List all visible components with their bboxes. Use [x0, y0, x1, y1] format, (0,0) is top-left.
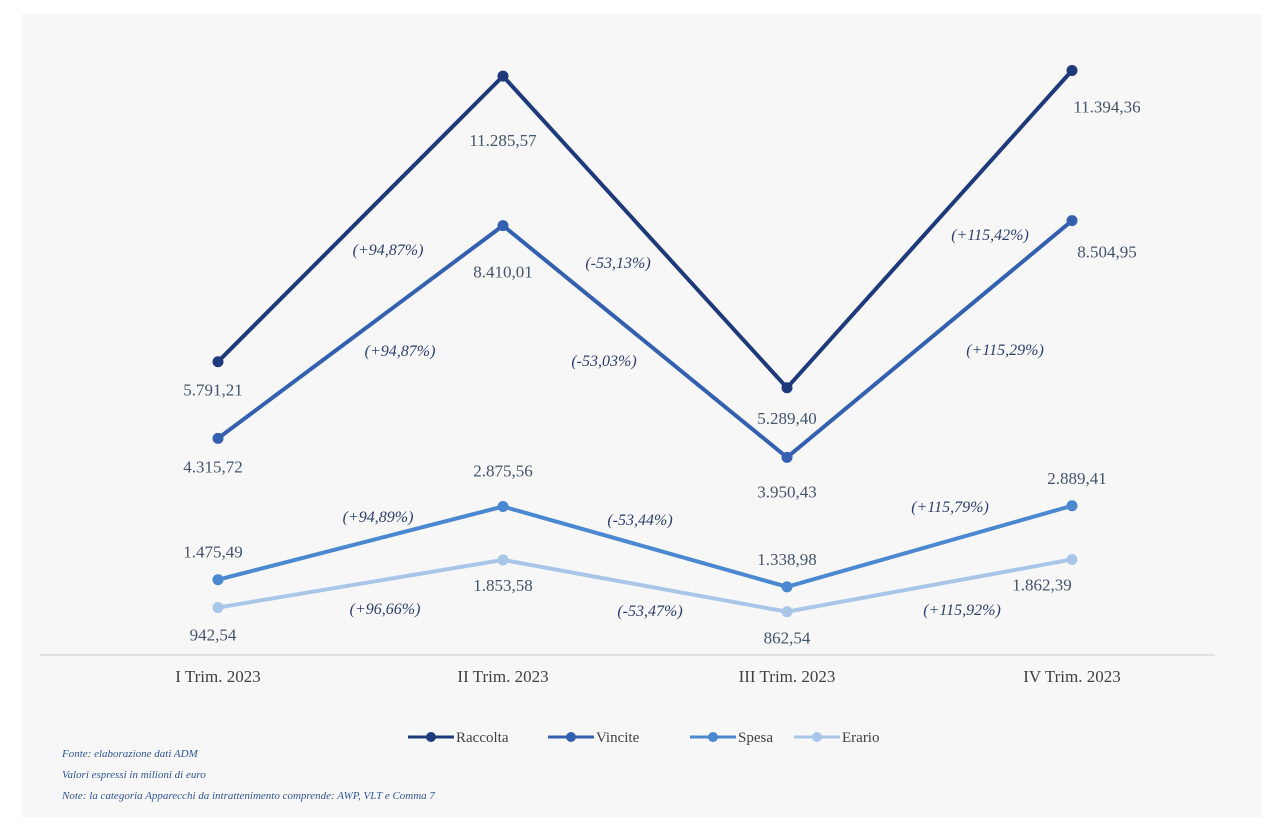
data-point-erario: [497, 554, 509, 566]
legend-label-raccolta: Raccolta: [456, 730, 509, 746]
note-units: Valori espressi in milioni di euro: [62, 769, 206, 781]
series-line-raccolta: [216, 69, 1074, 391]
x-tick-label: III Trim. 2023: [739, 667, 836, 686]
series-points: [212, 64, 1078, 618]
data-point-erario: [212, 602, 224, 614]
change-label-erario: (+115,92%): [923, 602, 1001, 619]
change-label-spesa: (+94,89%): [343, 509, 414, 526]
series-line-spesa: [217, 503, 1073, 589]
legend-marker-vincite: [566, 732, 576, 742]
note-source: Fonte: elaborazione dati ADM: [61, 748, 199, 760]
legend-label-erario: Erario: [842, 730, 879, 746]
chart-panel: [22, 14, 1262, 817]
data-point-vincite: [212, 432, 224, 444]
data-label-raccolta: 11.394,36: [1073, 97, 1140, 116]
x-axis-ticks: I Trim. 2023 II Trim. 2023 III Trim. 2023 I…: [175, 667, 1120, 686]
x-tick-label: IV Trim. 2023: [1023, 667, 1120, 686]
change-label-raccolta: (+94,87%): [353, 242, 424, 259]
data-point-vincite: [1066, 215, 1078, 227]
note-category: Note: la categoria Apparecchi da intratt…: [61, 790, 435, 802]
data-point-raccolta: [212, 356, 224, 368]
change-label-vincite: (+115,29%): [966, 342, 1044, 359]
data-label-raccolta: 5.791,21: [183, 381, 243, 400]
change-label-vincite: (-53,03%): [571, 353, 636, 370]
data-label-erario: 862,54: [764, 629, 811, 648]
data-point-raccolta: [497, 70, 509, 82]
series-lines: [216, 69, 1074, 614]
data-label-spesa: 1.475,49: [183, 543, 243, 562]
change-label-erario: (+96,66%): [350, 601, 421, 618]
data-label-vincite: 3.950,43: [757, 482, 817, 501]
data-point-erario: [781, 606, 793, 618]
data-label-erario: 942,54: [190, 626, 237, 645]
x-tick-label: II Trim. 2023: [457, 667, 548, 686]
data-point-raccolta: [1066, 64, 1078, 76]
change-labels: (+94,87%) (-53,13%) (+115,42%) (+94,87%) (-5…: [343, 227, 1044, 620]
data-label-spesa: 2.889,41: [1047, 469, 1107, 488]
change-label-raccolta: (-53,13%): [585, 255, 650, 272]
legend-marker-erario: [812, 732, 822, 742]
data-point-spesa: [212, 574, 224, 586]
data-point-spesa: [1066, 500, 1078, 512]
change-label-spesa: (+115,79%): [911, 499, 989, 516]
data-label-vincite: 8.504,95: [1077, 243, 1137, 262]
data-label-raccolta: 11.285,57: [469, 131, 537, 150]
change-label-erario: (-53,47%): [617, 603, 682, 620]
legend: Raccolta Vincite Spesa Erario: [408, 730, 879, 746]
x-tick-label: I Trim. 2023: [175, 667, 261, 686]
change-label-vincite: (+94,87%): [365, 343, 436, 360]
data-point-raccolta: [781, 382, 793, 394]
data-label-vincite: 8.410,01: [473, 263, 533, 282]
data-label-vincite: 4.315,72: [183, 457, 243, 476]
data-label-erario: 1.862,39: [1012, 575, 1072, 594]
series-line-erario: [217, 557, 1073, 614]
data-point-spesa: [781, 581, 793, 593]
data-point-vincite: [497, 220, 509, 232]
data-point-erario: [1066, 553, 1078, 565]
change-label-spesa: (-53,44%): [607, 512, 672, 529]
legend-label-spesa: Spesa: [738, 730, 773, 746]
series-line-vincite: [216, 219, 1074, 460]
data-point-spesa: [497, 501, 509, 513]
change-label-raccolta: (+115,42%): [951, 227, 1029, 244]
data-point-vincite: [781, 451, 793, 463]
value-labels: 5.791,21 11.285,57 5.289,40 11.394,36 4.315,…: [183, 97, 1140, 647]
data-label-raccolta: 5.289,40: [757, 409, 817, 428]
legend-marker-spesa: [708, 732, 718, 742]
source-notes: Fonte: elaborazione dati ADM Valori espr…: [61, 748, 435, 802]
data-label-erario: 1.853,58: [473, 576, 533, 595]
legend-marker-raccolta: [426, 732, 436, 742]
data-label-spesa: 2.875,56: [473, 462, 533, 481]
legend-label-vincite: Vincite: [596, 730, 640, 746]
data-label-spesa: 1.338,98: [757, 550, 817, 569]
